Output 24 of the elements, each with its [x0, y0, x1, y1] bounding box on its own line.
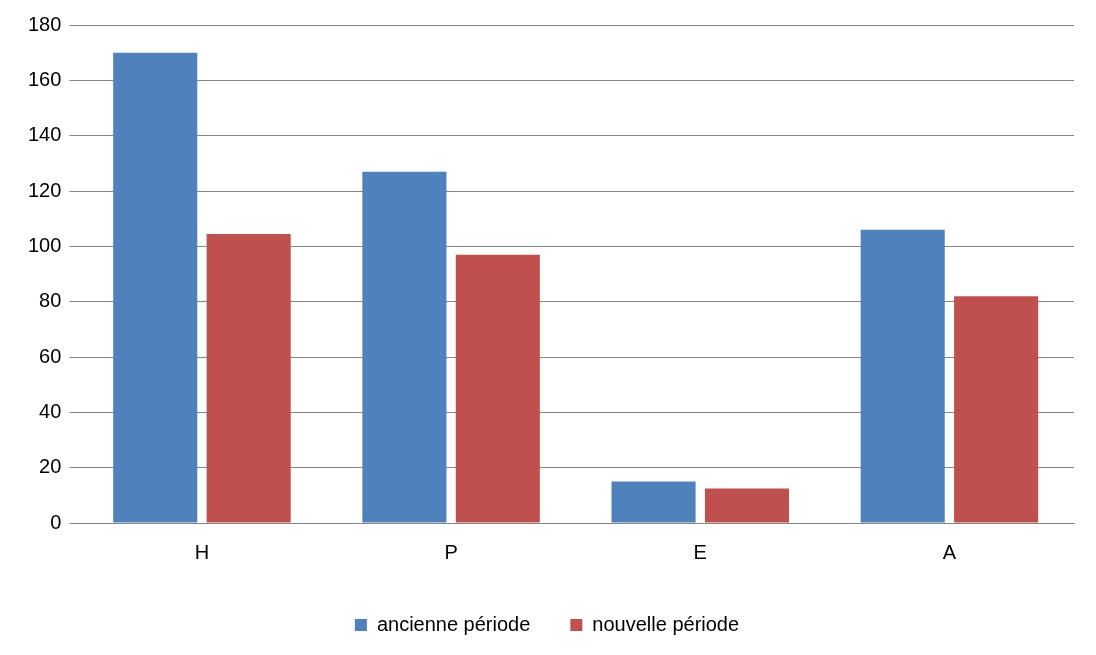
y-tick-label: 20: [39, 455, 62, 478]
bar: [113, 52, 198, 523]
bar: [704, 488, 790, 523]
y-tick-label: 100: [27, 233, 62, 256]
legend-label: ancienne période: [376, 612, 531, 635]
bar: [860, 229, 945, 523]
bar: [362, 171, 447, 523]
y-tick-label: 180: [27, 12, 62, 35]
x-tick-label: H: [194, 540, 210, 563]
legend-label: nouvelle période: [592, 612, 740, 635]
y-tick-label: 60: [39, 344, 62, 367]
bar: [455, 254, 540, 523]
y-tick-label: 40: [39, 399, 62, 422]
y-tick-label: 120: [27, 178, 62, 201]
y-tick-label: 0: [50, 510, 62, 533]
y-tick-label: 140: [27, 123, 62, 146]
x-tick-label: E: [693, 540, 707, 563]
bar: [611, 481, 696, 523]
x-tick-label: P: [444, 540, 458, 563]
bar: [954, 296, 1039, 523]
y-tick-label: 80: [39, 289, 62, 312]
bar: [206, 233, 291, 523]
x-tick-label: A: [942, 540, 957, 563]
y-tick-label: 160: [27, 67, 62, 90]
